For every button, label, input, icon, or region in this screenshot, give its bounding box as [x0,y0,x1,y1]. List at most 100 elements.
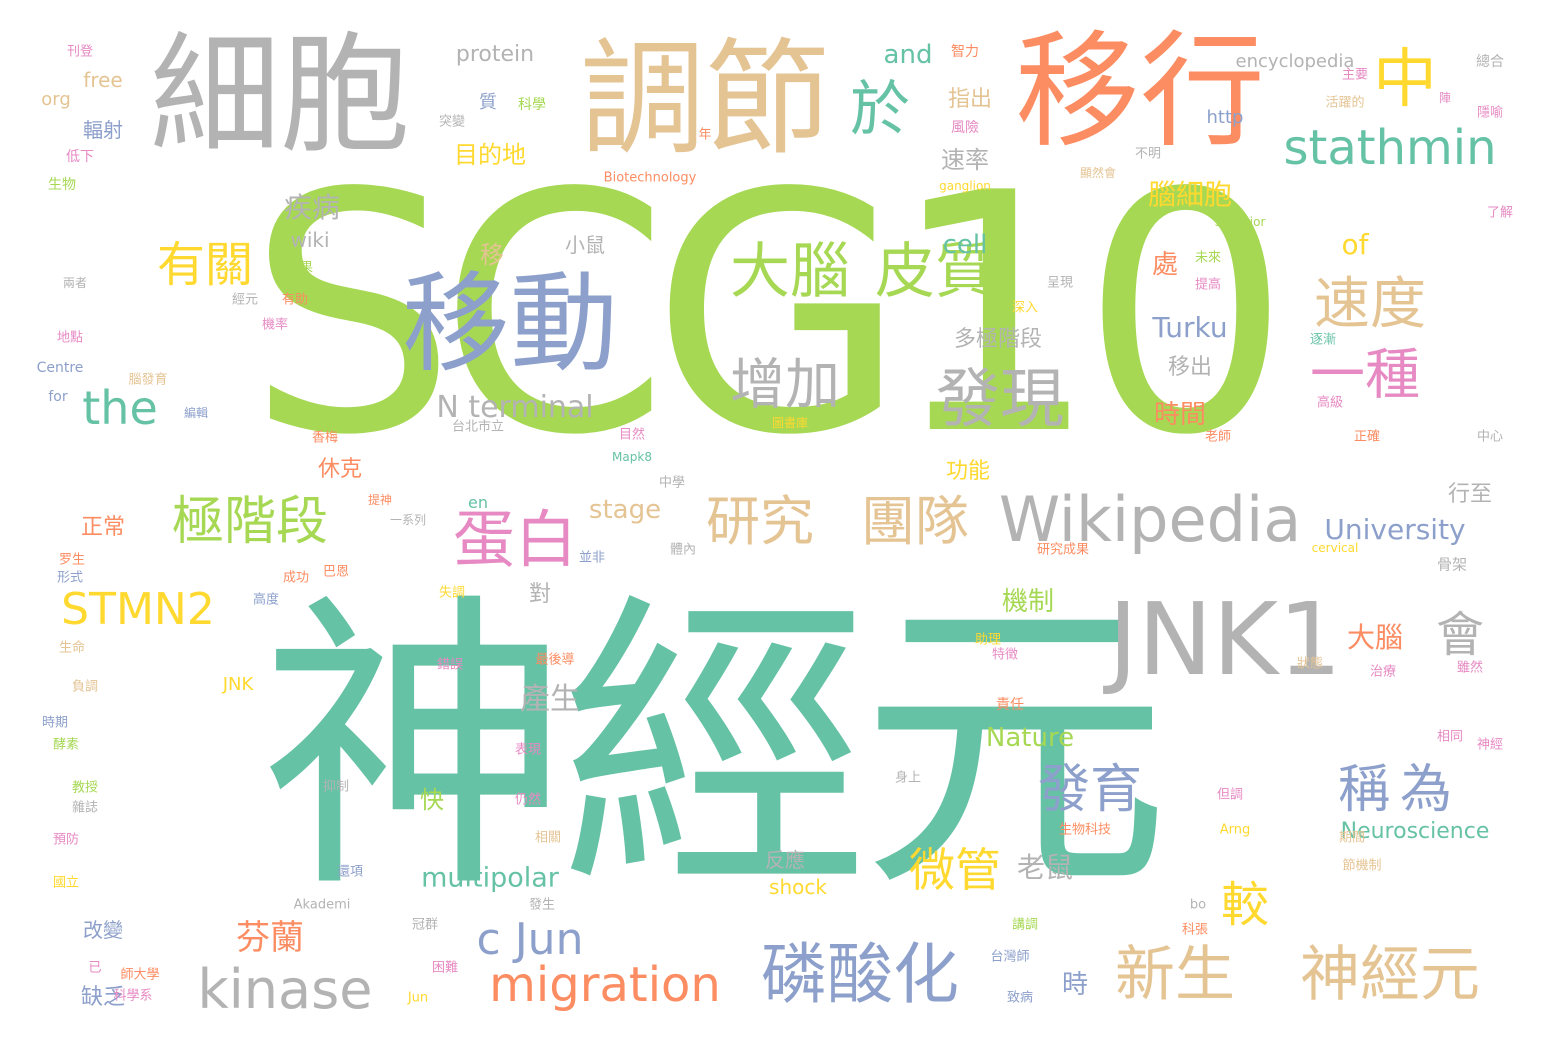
word-small-60: 體內 [669,542,697,558]
word-tiaojie: 調節 [580,27,830,173]
word-yidong: 移動 [401,262,619,387]
word-small-18: 經元 [231,292,259,308]
word-cell: cell [942,230,988,260]
word-mudidi: 目的地 [454,141,526,169]
word-pizhi: 皮質 [875,237,995,307]
word-small-52: 雜誌 [71,800,99,816]
word-fanying: 反應 [765,848,805,872]
word-wiki: wiki [290,228,330,252]
word-kinase: kinase [197,958,373,1021]
word-zhichu: 指出 [947,87,993,112]
word-migration: migration [489,957,721,1013]
word-small-78: 雖然 [1456,660,1484,676]
word-shock: shock [769,875,827,899]
word-nature: Nature [985,723,1075,753]
word-faxian: 發現 [936,363,1064,437]
word-small-10: 科學 [518,97,546,113]
word-fayu: 發育 [1037,760,1143,820]
word-yi: 移 [480,241,504,269]
word-small-36: 呈現 [1046,275,1074,291]
word-small-41: 並非 [578,550,606,566]
word-xiaoshu: 小鼠 [565,233,605,257]
word-yichu: 移出 [1167,355,1213,380]
word-small-4: 智力 [951,44,979,60]
word-jnk: JNK [222,674,254,695]
word-small-76: 節機制 [1342,858,1382,874]
word-small-81: 特徵 [991,647,1019,663]
word-small-34: 提高 [1194,277,1222,293]
word-small-71: 台灣師 [990,949,1030,965]
word-small-63: 抑制 [322,779,350,795]
word-small-88: 形式 [56,570,84,586]
word-stathmin: stathmin [1283,120,1497,176]
word-quefa: 缺乏 [80,985,126,1010]
word-small-53: 預防 [52,832,80,848]
word-small-84: 狀態 [1296,656,1324,672]
word-org: org [41,89,71,110]
word-small-17: 兩者 [62,276,88,290]
word-bo: bo [1189,897,1207,913]
word-chansheng: 產生 [520,682,580,717]
word-fushe: 輻射 [83,118,123,142]
word-small-82: 助理 [974,632,1002,648]
word-kuai: 快 [420,786,444,814]
word-danbai: 蛋白 [452,503,578,576]
word-small-38: 了解 [1486,205,1514,221]
word-small-29: 老師 [1204,429,1232,445]
word-naoxibao: 腦細胞 [1147,178,1233,211]
word-small-16: 結果 [286,260,314,276]
word-small-3: 低下 [66,149,94,165]
word-zhong: 中 [1373,43,1437,117]
word-small-25: 台北市立 [451,419,505,435]
word-small-28: 中學 [658,475,686,491]
word-small-5: 總合 [1476,54,1504,70]
word-danao-orange: 大腦 [1346,621,1404,654]
word-jun: Jun [407,990,429,1006]
word-small-35: 未來 [1194,250,1222,266]
word-small-42: 研究成果 [1036,542,1090,558]
word-small-24: 香梅 [311,430,339,446]
word-small-27: 目然 [618,427,646,443]
word-chu: 處 [1151,250,1179,280]
word-jibing: 疾病 [283,191,341,224]
word-small-45: 高度 [252,592,280,608]
word-shijian: 時間 [1153,400,1207,430]
word-small-49: 時期 [41,715,69,731]
word-shenjingyuan-small: 神經元 [1300,940,1480,1010]
word-small-59: 最後導 [535,652,575,668]
word-ganglion: ganglion [939,179,991,193]
word-small-11: 突變 [438,114,466,130]
word-small-79: 相同 [1436,729,1464,745]
word-small-80: 神經 [1476,737,1504,753]
word-small-64: 仍然 [514,792,542,808]
word-small-77: 治療 [1369,664,1397,680]
word-small-30: 中心 [1476,429,1504,445]
word-tuandui: 團隊 [861,490,969,553]
word-scg10: SCG10 [247,123,1291,507]
word-small-58: 錯誤 [436,657,464,673]
word-small-75: 期間 [1338,830,1366,846]
word-jnk1: JNK1 [1108,581,1342,698]
word-small-39: 提神 [367,493,393,507]
word-small-57: 科學系 [113,988,153,1004]
word-small-55: 已 [88,960,102,976]
word-small-56: 師大學 [120,967,160,983]
word-the: the [82,381,158,435]
word-free: free [83,68,123,92]
word-gaibian: 改變 [83,918,123,942]
word-akademi: Akademi [293,897,351,913]
word-laoshu: 老鼠 [1016,851,1074,884]
word-stage: stage [588,495,662,525]
word-small-13: 風險 [951,120,979,136]
word-small-8: 陣 [1438,91,1452,105]
word-small-72: 致病 [1006,990,1034,1006]
word-protein: protein [455,42,535,67]
word-small-51: 教授 [71,780,99,796]
word-weiguan: 微管 [909,843,1001,897]
word-fenlan: 芬蘭 [236,918,304,958]
word-xiuke: 休克 [317,457,363,482]
word-small-15: 顯然會 [1079,166,1117,180]
word-for: for [48,389,68,405]
word-hui: 會 [1435,607,1485,663]
